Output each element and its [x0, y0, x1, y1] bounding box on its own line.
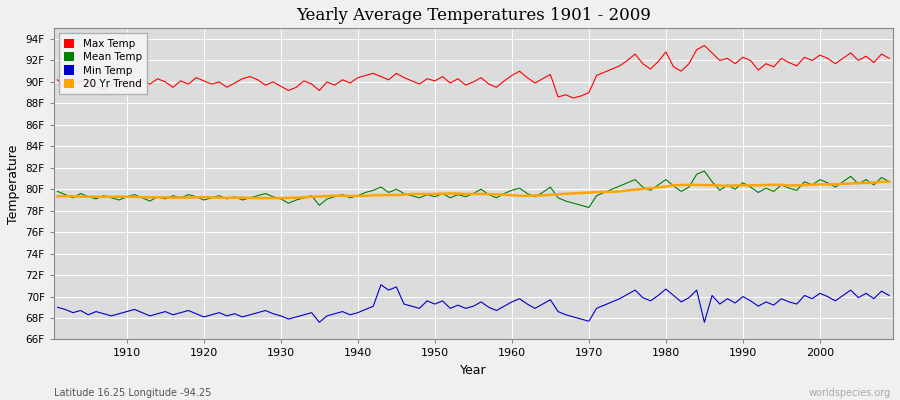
Text: Latitude 16.25 Longitude -94.25: Latitude 16.25 Longitude -94.25	[54, 388, 212, 398]
Text: worldspecies.org: worldspecies.org	[809, 388, 891, 398]
X-axis label: Year: Year	[460, 364, 487, 377]
Legend: Max Temp, Mean Temp, Min Temp, 20 Yr Trend: Max Temp, Mean Temp, Min Temp, 20 Yr Tre…	[58, 34, 148, 94]
Y-axis label: Temperature: Temperature	[7, 144, 20, 224]
Title: Yearly Average Temperatures 1901 - 2009: Yearly Average Temperatures 1901 - 2009	[296, 7, 651, 24]
